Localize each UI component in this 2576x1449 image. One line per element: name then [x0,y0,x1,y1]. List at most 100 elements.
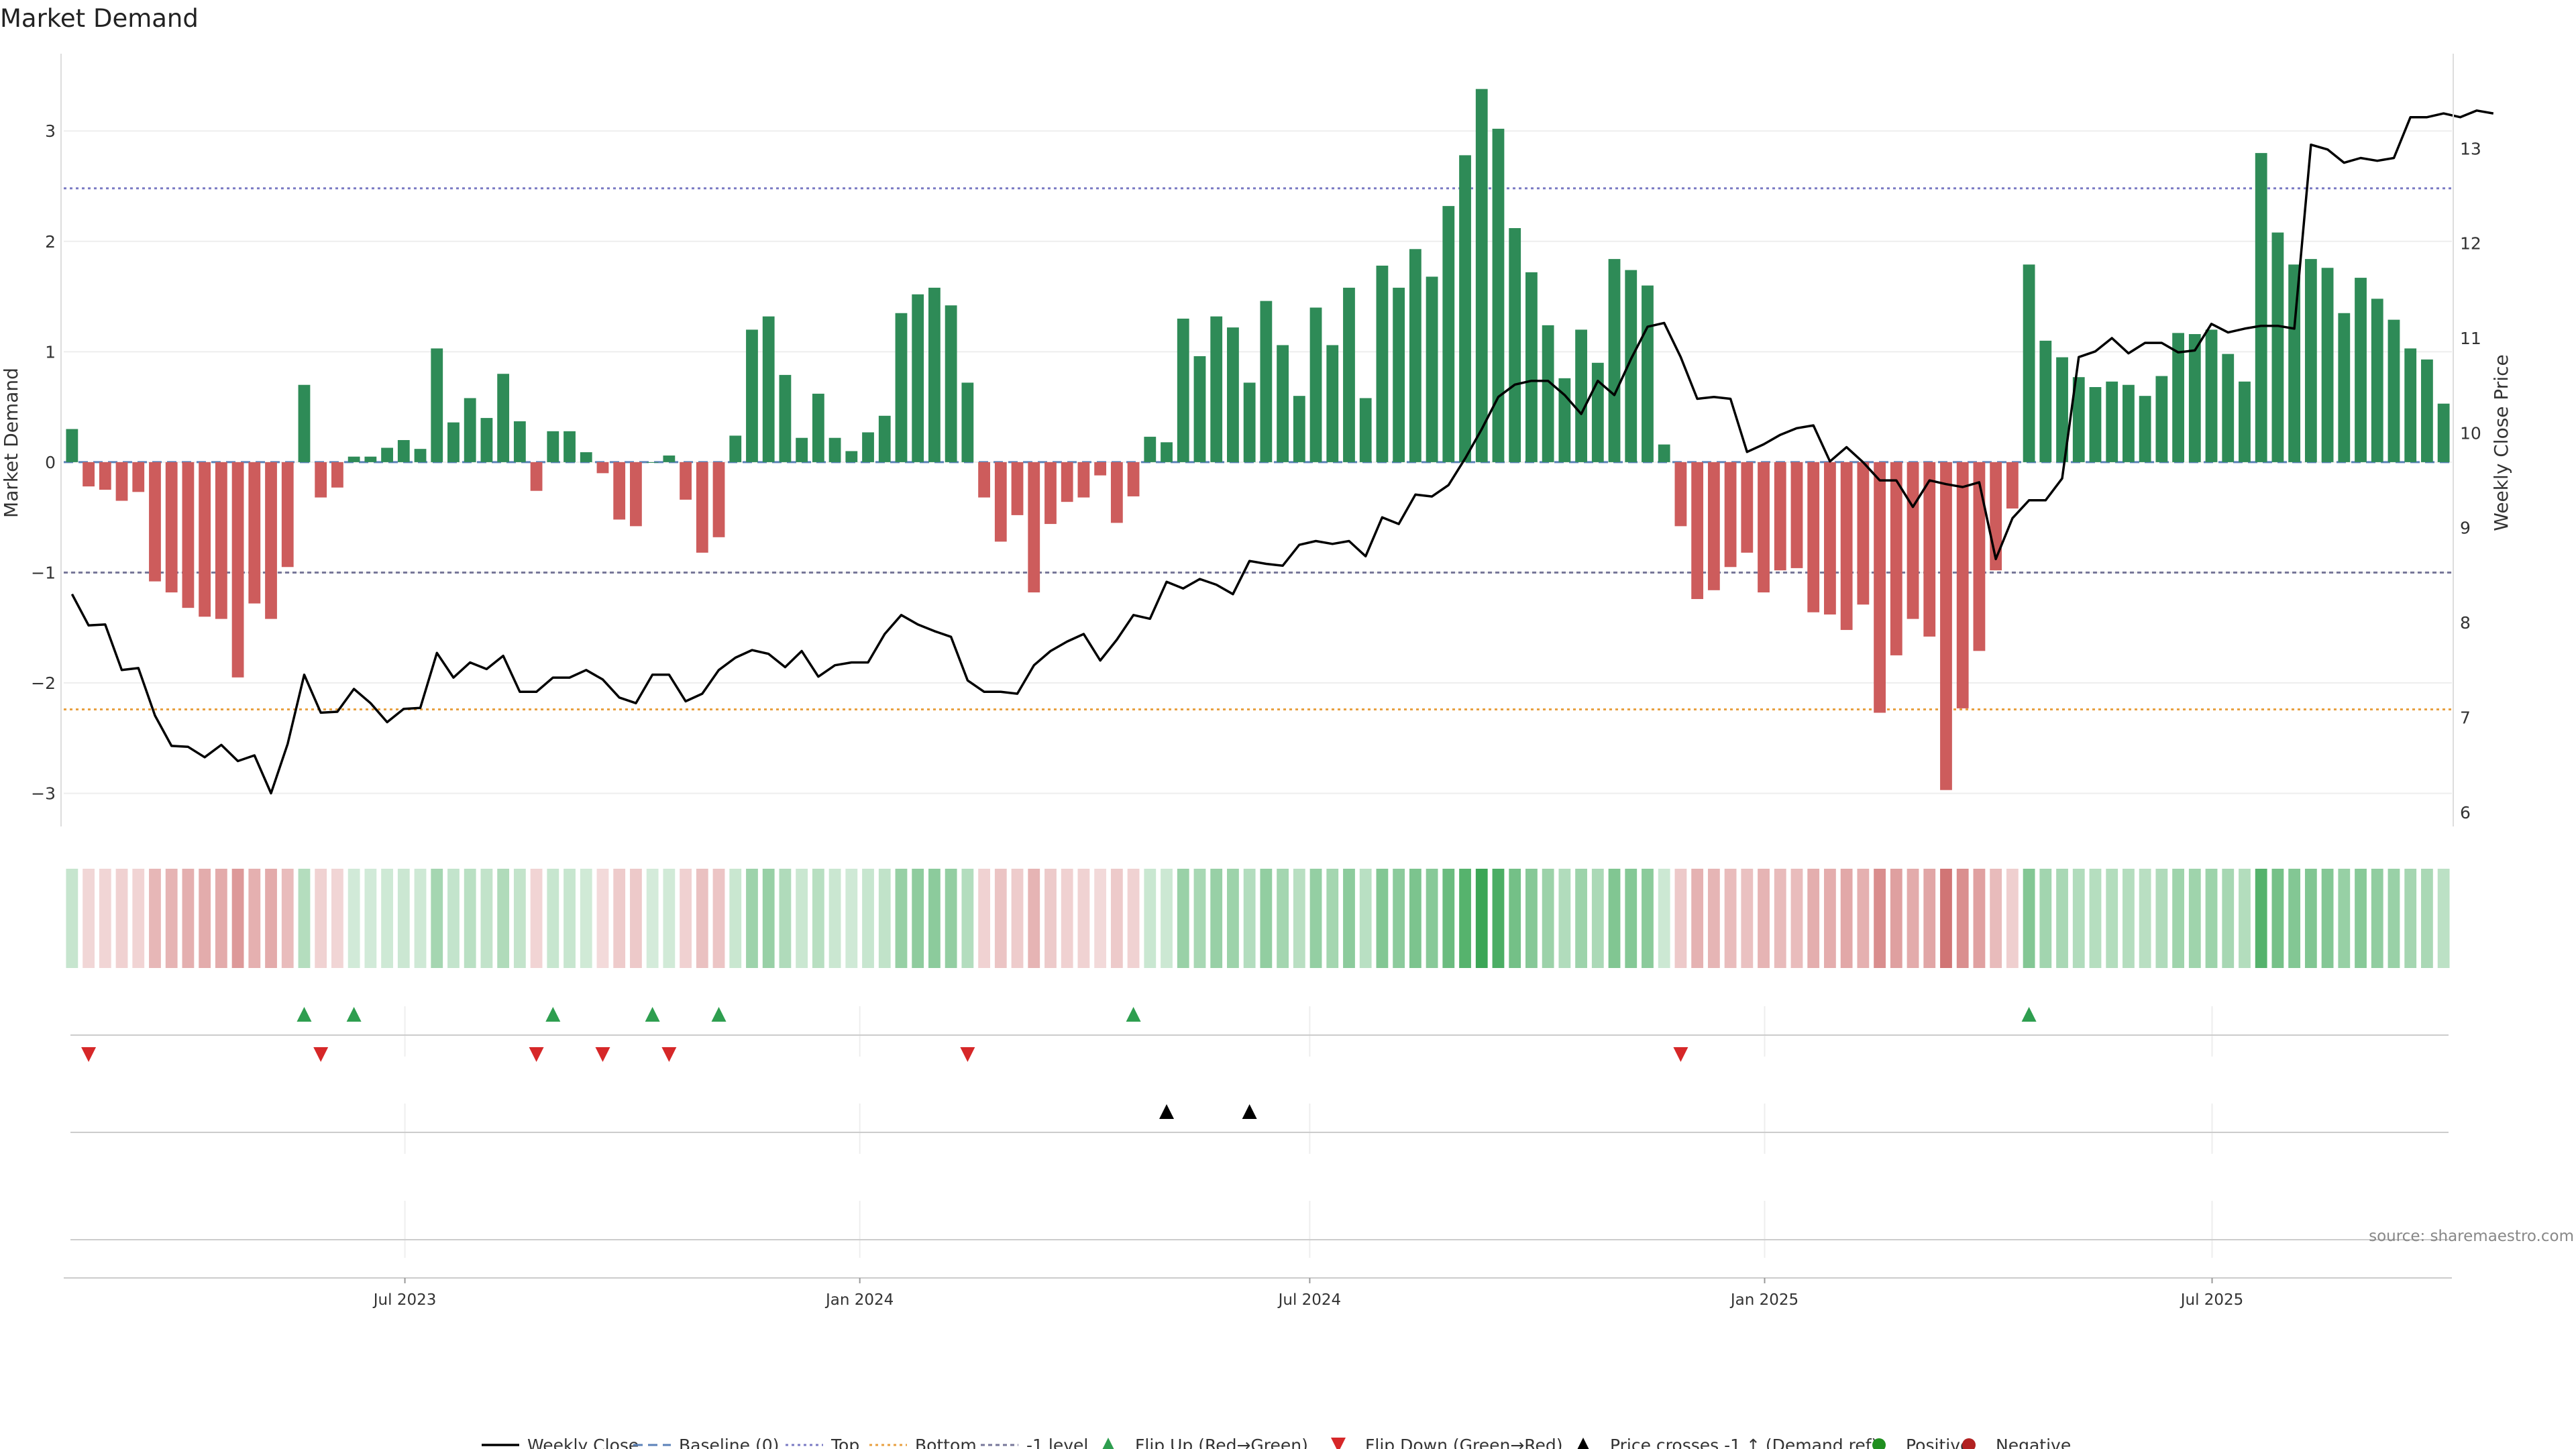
heat-cell [215,869,227,968]
demand-bar-negative [1077,462,1090,498]
demand-bar-negative [696,462,708,553]
legend-label: Negative [1996,1436,2071,1449]
heat-cell [2437,869,2450,968]
right-axis-label: Weekly Close Price [2490,354,2512,531]
heat-cell [149,869,161,968]
heat-cell [231,869,244,968]
heat-cell [199,869,211,968]
heat-cell [547,869,559,968]
demand-bar-positive [2056,357,2068,462]
demand-bar-positive [2039,340,2052,462]
heat-cell [431,869,443,968]
heat-cell [928,869,941,968]
demand-bar-positive [1575,329,1587,462]
heat-cell [1774,869,1786,968]
demand-bar-positive [2355,278,2367,462]
price-cross-marker [1242,1104,1257,1119]
demand-bar-positive [828,437,841,462]
demand-bar-positive [1376,265,1389,462]
demand-bar-negative [331,462,343,488]
legend-item-negative: Negative [1962,1436,2071,1449]
heat-cell [1642,869,1654,968]
heat-cell [1260,869,1273,968]
right-tick-label: 11 [2460,329,2481,348]
heat-cell [663,869,676,968]
heat-cell [596,869,609,968]
left-tick-label: 0 [45,453,56,472]
demand-bar-positive [1243,382,1256,462]
heat-cell [1956,869,1969,968]
heat-cell [1110,869,1123,968]
heat-cell [812,869,824,968]
heat-cell [497,869,510,968]
demand-bar-positive [2404,348,2417,462]
demand-bar-negative [1741,462,1754,553]
left-tick-label: −2 [31,674,56,693]
heat-cell [331,869,343,968]
heat-cell [165,869,178,968]
demand-bars [66,89,2450,790]
heat-cell [2039,869,2052,968]
heat-cell [1210,869,1223,968]
flip-down-marker [661,1047,677,1062]
demand-bar-positive [2139,396,2151,462]
demand-bar-negative [978,462,990,498]
demand-bar-positive [1359,398,1372,462]
demand-bar-negative [1044,462,1057,525]
demand-bar-positive [762,316,775,462]
demand-bar-negative [1940,462,1952,790]
heat-cell [1061,869,1073,968]
heat-cell [1177,869,1189,968]
demand-bar-negative [165,462,178,593]
heat-cell [1973,869,1986,968]
demand-bar-negative [1857,462,1870,605]
heat-cell [580,869,592,968]
demand-bar-positive [1326,345,1339,462]
demand-bar-positive [347,456,360,462]
demand-bar-positive [2387,319,2400,462]
legend-label: Flip Down (Green→Red) [1365,1436,1563,1449]
heat-cell [1376,869,1389,968]
heat-cell [1077,869,1090,968]
heat-cell [1575,869,1587,968]
demand-bar-negative [199,462,211,617]
demand-bar-positive [729,435,742,462]
demand-bar-positive [1475,89,1488,462]
demand-bar-negative [1824,462,1836,615]
demand-bar-positive [381,447,393,462]
heat-cell [447,869,460,968]
heat-cell [2056,869,2068,968]
legend-label: -1 level [1026,1436,1088,1449]
heat-cell [2338,869,2351,968]
legend-negative-dot [1962,1438,1976,1449]
heat-cell [1890,869,1902,968]
heat-cell [2106,869,2118,968]
demand-bar-positive [397,440,410,462]
heat-cell [630,869,642,968]
left-axis-label: Market Demand [0,368,22,518]
right-tick-label: 13 [2460,139,2481,158]
right-tick-label: 10 [2460,423,2481,443]
demand-bar-positive [928,287,941,462]
demand-bar-negative [281,462,294,568]
heat-cell [1591,869,1604,968]
demand-bar-negative [182,462,195,608]
heat-cell [182,869,195,968]
heat-cell [646,869,659,968]
demand-bar-positive [2255,153,2267,462]
demand-bar-negative [1691,462,1704,599]
heat-cell [712,869,725,968]
legend-label: Bottom [915,1436,977,1449]
demand-bar-positive [2437,403,2450,462]
flip-down-marker [81,1047,97,1062]
demand-bar-negative [1790,462,1803,568]
heat-cell [2371,869,2383,968]
demand-bar-negative [712,462,725,537]
demand-bar-negative [530,462,543,491]
legend-item-price_cross: Price crosses -1 ↑ (Demand ref) [1610,1436,1878,1449]
right-tick-label: 7 [2460,708,2471,727]
heat-cell [397,869,410,968]
heat-cell [2355,869,2367,968]
right-tick-label: 6 [2460,803,2471,822]
demand-bar-negative [630,462,642,527]
